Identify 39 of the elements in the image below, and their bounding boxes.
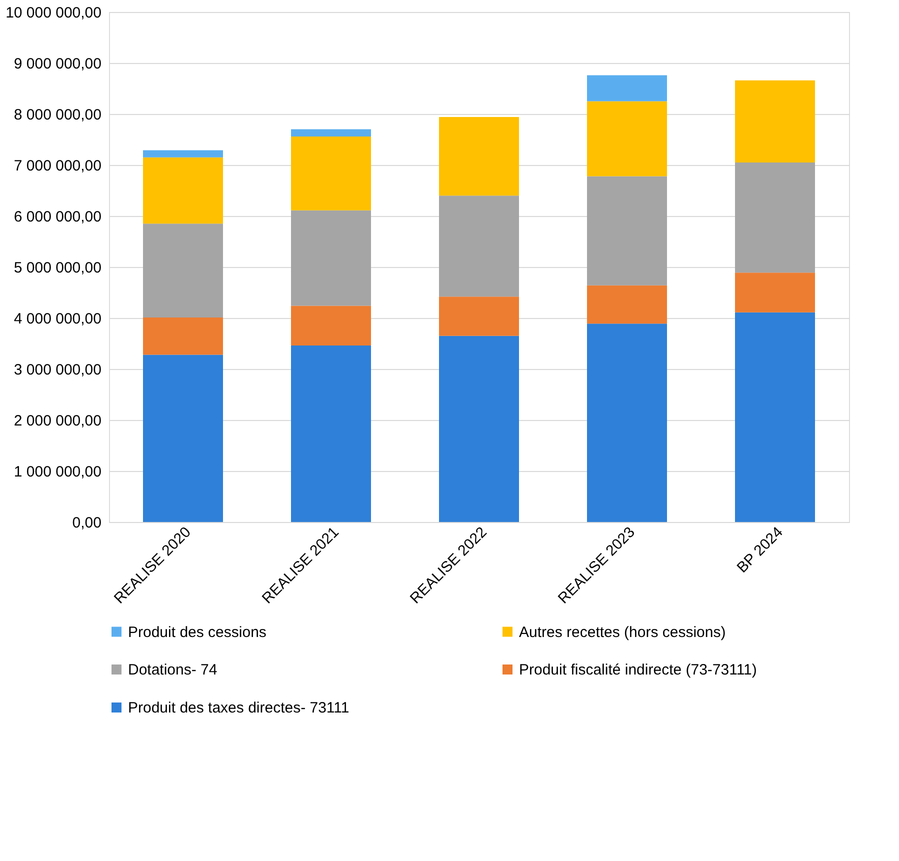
bar xyxy=(439,336,519,522)
bar xyxy=(735,272,815,312)
bar xyxy=(439,296,519,336)
y-tick-label: 10 000 000,00 xyxy=(6,4,102,22)
y-tick-label: 7 000 000,00 xyxy=(14,158,102,174)
bar xyxy=(291,306,371,346)
bar xyxy=(291,346,371,522)
legend-label: Produit fiscalité indirecte (73-73111) xyxy=(519,662,757,678)
y-tick-label: 8 000 000,00 xyxy=(14,106,102,124)
y-tick-label: 1 000 000,00 xyxy=(14,464,102,480)
legend-label: Dotations- 74 xyxy=(128,662,218,678)
bar xyxy=(291,210,371,306)
y-tick-label: 4 000 000,00 xyxy=(14,310,102,328)
bar xyxy=(291,136,371,210)
legend-label: Autres recettes (hors cessions) xyxy=(519,624,726,641)
y-tick-label: 3 000 000,00 xyxy=(14,362,102,378)
bar xyxy=(587,285,667,324)
bar xyxy=(735,162,815,273)
bar xyxy=(587,324,667,522)
bar xyxy=(587,176,667,286)
bar xyxy=(735,312,815,522)
legend-label: Produit des cessions xyxy=(128,624,266,641)
bar xyxy=(587,75,667,102)
bar xyxy=(291,129,371,136)
legend-label: Produit des taxes directes- 73111 xyxy=(128,700,350,716)
bar xyxy=(587,101,667,176)
y-tick-label: 6 000 000,00 xyxy=(14,208,102,226)
y-tick-label: 2 000 000,00 xyxy=(14,412,102,430)
bar xyxy=(143,150,223,158)
bar xyxy=(143,354,223,522)
bar xyxy=(439,117,519,196)
y-tick-label: 5 000 000,00 xyxy=(14,260,102,276)
bar xyxy=(439,196,519,297)
bar xyxy=(143,157,223,224)
bar xyxy=(735,80,815,162)
bar xyxy=(143,317,223,355)
y-tick-label: 9 000 000,00 xyxy=(14,56,102,72)
y-tick-label: 0,00 xyxy=(72,514,102,532)
bar xyxy=(143,224,223,318)
